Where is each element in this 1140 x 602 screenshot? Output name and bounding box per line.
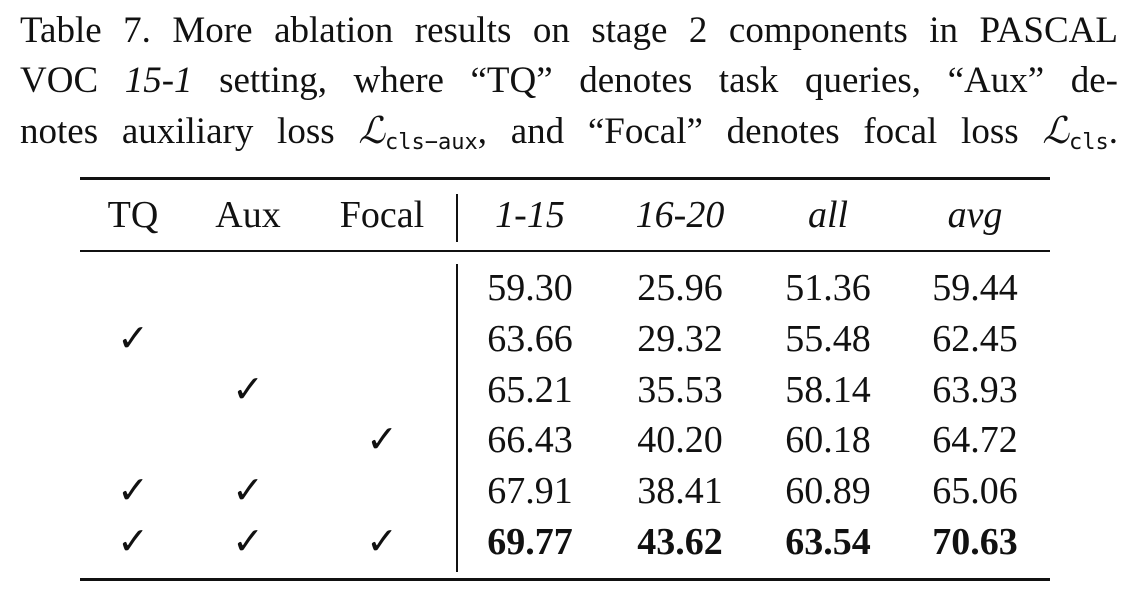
value-cell: 69.77 xyxy=(487,521,573,563)
column-divider xyxy=(456,194,458,242)
value-cell: 40.20 xyxy=(637,419,723,461)
value-cell: 60.89 xyxy=(785,470,871,512)
caption-text: setting, where “TQ” denotes task queries… xyxy=(192,60,1118,101)
value-cell: 63.66 xyxy=(487,318,573,360)
value-cell: 65.21 xyxy=(487,369,573,411)
value-cell: 64.72 xyxy=(932,419,1018,461)
caption-text: . xyxy=(1108,111,1118,152)
value-cell: 35.53 xyxy=(637,369,723,411)
caption-text: notes auxiliary loss xyxy=(20,111,359,152)
value-cell: 67.91 xyxy=(487,470,573,512)
caption-line: VOC 15-1 setting, where “TQ” denotes tas… xyxy=(20,56,1118,106)
check-cell: ✓ xyxy=(117,318,149,360)
header-rule xyxy=(80,250,1050,252)
value-cell: 65.06 xyxy=(932,470,1018,512)
check-cell: ✓ xyxy=(232,521,264,563)
check-cell: ✓ xyxy=(366,419,398,461)
value-cell: 51.36 xyxy=(785,267,871,309)
check-cell: ✓ xyxy=(366,521,398,563)
header-cell: TQ xyxy=(107,194,159,236)
value-cell: 58.14 xyxy=(785,369,871,411)
value-cell: 29.32 xyxy=(637,318,723,360)
caption-text: cls−aux xyxy=(385,130,478,155)
caption-line: notes auxiliary loss ℒcls−aux, and “Foca… xyxy=(20,106,1118,168)
value-cell: 60.18 xyxy=(785,419,871,461)
value-cell: 25.96 xyxy=(637,267,723,309)
value-cell: 63.54 xyxy=(785,521,871,563)
top-rule xyxy=(80,177,1050,180)
caption-text: ℒ xyxy=(1042,109,1069,152)
value-cell: 70.63 xyxy=(932,521,1018,563)
caption-text: Table 7. More ablation results on stage … xyxy=(20,10,1118,51)
header-cell: 1-15 xyxy=(495,194,565,236)
bottom-rule xyxy=(80,578,1050,581)
caption-text: , and “Focal” denotes focal loss xyxy=(477,111,1043,152)
value-cell: 59.44 xyxy=(932,267,1018,309)
value-cell: 38.41 xyxy=(637,470,723,512)
check-cell: ✓ xyxy=(232,470,264,512)
value-cell: 66.43 xyxy=(487,419,573,461)
caption-text: 15-1 xyxy=(124,60,193,101)
header-cell: avg xyxy=(947,194,1003,236)
value-cell: 63.93 xyxy=(932,369,1018,411)
value-cell: 59.30 xyxy=(487,267,573,309)
header-cell: Focal xyxy=(339,194,425,236)
column-divider xyxy=(456,264,458,572)
check-cell: ✓ xyxy=(117,521,149,563)
value-cell: 43.62 xyxy=(637,521,723,563)
header-cell: Aux xyxy=(215,194,281,236)
header-cell: all xyxy=(807,194,849,236)
check-cell: ✓ xyxy=(117,470,149,512)
value-cell: 55.48 xyxy=(785,318,871,360)
caption-text: ℒ xyxy=(358,109,386,152)
caption-line: Table 7. More ablation results on stage … xyxy=(20,6,1118,56)
caption-text: cls xyxy=(1069,130,1109,155)
header-cell: 16-20 xyxy=(635,194,725,236)
caption-text: VOC xyxy=(20,60,125,101)
value-cell: 62.45 xyxy=(932,318,1018,360)
check-cell: ✓ xyxy=(232,369,264,411)
